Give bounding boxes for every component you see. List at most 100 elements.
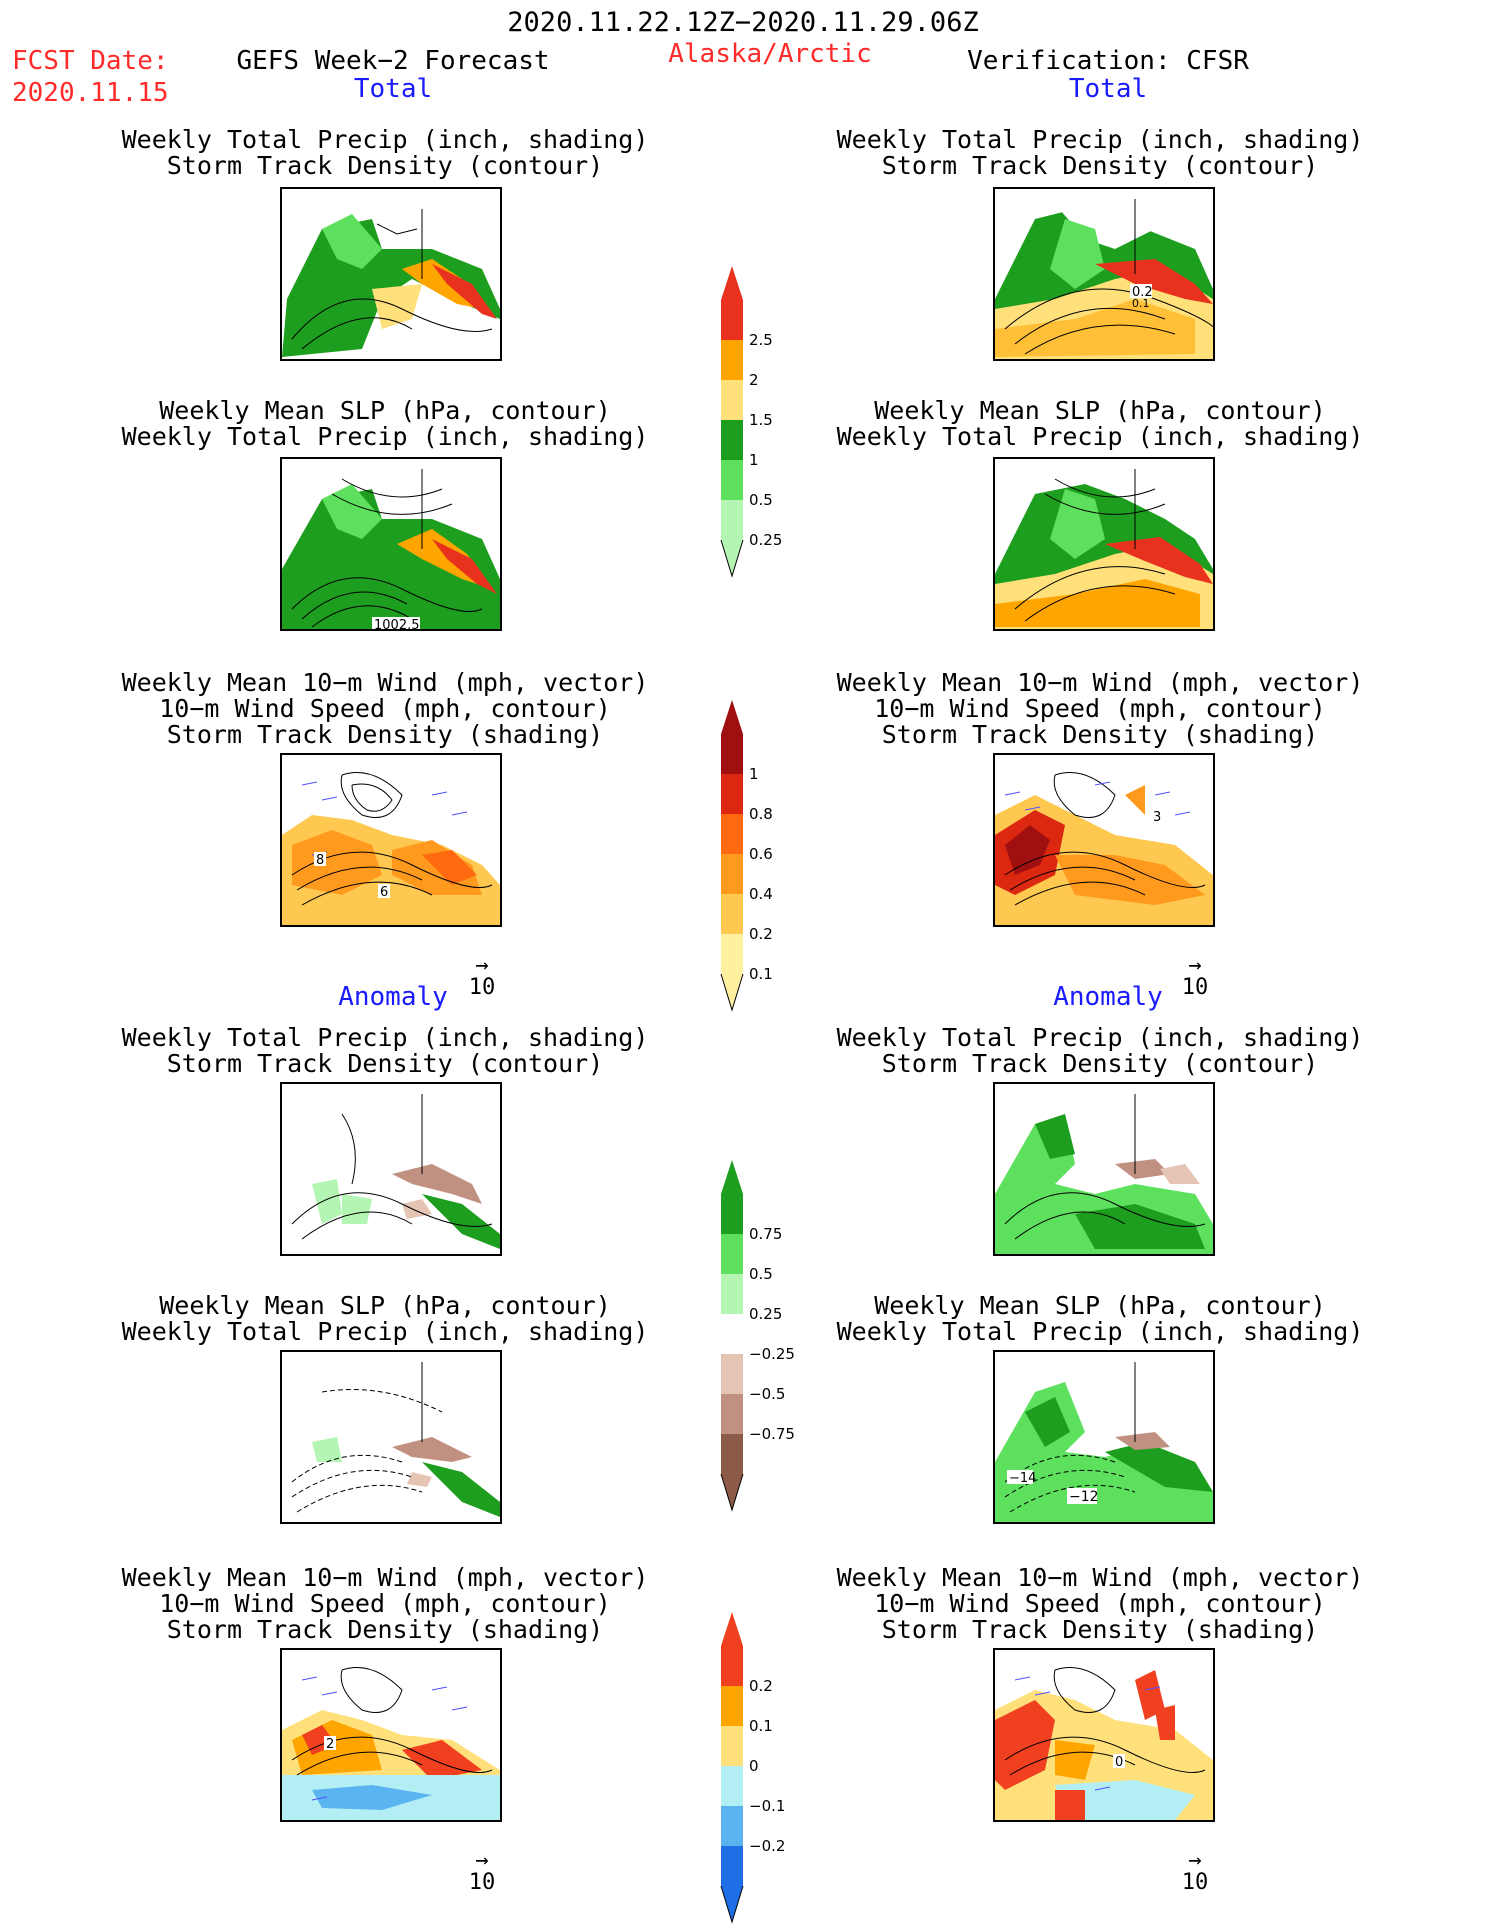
- map-left-total-slp: 1002.5: [280, 457, 502, 631]
- title-right-total-precip: Weekly Total Precip (inch, shading) Storm…: [836, 125, 1364, 180]
- title-right-total-slp: Weekly Mean SLP (hPa, contour) Weekly Tot…: [836, 396, 1364, 451]
- colorbar-tick-label: 0.1: [749, 965, 773, 983]
- map-left-total-precip: [280, 187, 502, 361]
- map-label: 2: [326, 1737, 334, 1752]
- colorbar-tick-label: 0.2: [749, 1677, 773, 1695]
- colorbar-segment: [721, 1646, 743, 1686]
- map-label: 8: [316, 853, 324, 868]
- map-label: 1002.5: [374, 618, 420, 629]
- colorbar-segment: [721, 1434, 743, 1474]
- colorbar-segment: [721, 1354, 743, 1394]
- colorbar-bottom-arrow: [720, 1473, 744, 1512]
- colorbar-tick-label: 0.5: [749, 491, 773, 509]
- colorbar-segment: [721, 894, 743, 934]
- colorbar-segment: [721, 380, 743, 420]
- colorbar-precip-anom: 0.75 0.5 0.25 −0.25 −0.5 −0.75: [719, 1160, 839, 1512]
- colorbar-segment: [721, 854, 743, 894]
- fcst-date-value: 2020.11.15: [12, 78, 169, 108]
- colorbar-segment: [721, 300, 743, 340]
- colorbar-segment: [721, 774, 743, 814]
- section-total-left: Total: [353, 74, 433, 104]
- map-label: 6: [380, 885, 388, 900]
- colorbar-tick-label: 0.25: [749, 531, 783, 549]
- colorbar-segment: [721, 934, 743, 974]
- map-label: −14: [1009, 1471, 1036, 1486]
- colorbar-tick-label: 0.4: [749, 885, 773, 903]
- section-anomaly-left: Anomaly: [338, 982, 448, 1012]
- map-right-total-wind: 3: [993, 753, 1215, 927]
- colorbar-tick-label: 1: [749, 451, 759, 469]
- colorbar-tick-label: −0.75: [749, 1425, 795, 1443]
- title-left-total-precip: Weekly Total Precip (inch, shading) Storm…: [121, 125, 649, 180]
- colorbar-segment: [721, 1726, 743, 1766]
- colorbar-tick-label: 2.5: [749, 331, 773, 349]
- map-right-anom-precip: [993, 1082, 1215, 1256]
- title-right-anom-slp: Weekly Mean SLP (hPa, contour) Weekly Tot…: [836, 1291, 1364, 1346]
- colorbar-segment: [721, 814, 743, 854]
- title-left-anom-wind: Weekly Mean 10−m Wind (mph, vector) 10−m …: [121, 1563, 649, 1644]
- colorbar-segment: [721, 1274, 743, 1314]
- colorbar-tick-label: 0: [749, 1757, 759, 1775]
- colorbar-tick-label: 0.2: [749, 925, 773, 943]
- map-label: 0: [1115, 1755, 1123, 1770]
- colorbar-segment: [721, 1766, 743, 1806]
- colorbar-top-arrow: [721, 700, 743, 734]
- vector-ref-left-anom: → 10: [468, 1848, 496, 1895]
- colorbar-segment: [721, 420, 743, 460]
- colorbar-top-arrow: [721, 1612, 743, 1646]
- colorbar-segment: [721, 1394, 743, 1434]
- colorbar-tick-label: 0.6: [749, 845, 773, 863]
- map-left-anom-precip: [280, 1082, 502, 1256]
- title-right-anom-precip: Weekly Total Precip (inch, shading) Storm…: [836, 1023, 1364, 1078]
- map-left-anom-slp: [280, 1350, 502, 1524]
- vector-ref-left-total: → 10: [468, 953, 496, 1000]
- colorbar-tick-label: 0.1: [749, 1717, 773, 1735]
- title-left-anom-precip: Weekly Total Precip (inch, shading) Storm…: [121, 1023, 649, 1078]
- vector-ref-right-anom: → 10: [1181, 1848, 1209, 1895]
- map-right-total-slp: [993, 457, 1215, 631]
- colorbar-segment: [721, 734, 743, 774]
- colorbar-bottom-arrow: [720, 973, 744, 1012]
- map-left-total-wind: 8 6: [280, 753, 502, 927]
- colorbar-top-arrow: [721, 1160, 743, 1194]
- colorbar-tick-label: −0.25: [749, 1345, 795, 1363]
- title-left-total-slp: Weekly Mean SLP (hPa, contour) Weekly Tot…: [121, 396, 649, 451]
- colorbar-segment: [721, 500, 743, 540]
- colorbar-tick-label: 2: [749, 371, 759, 389]
- colorbar-segment: [721, 1686, 743, 1726]
- verification-title: Verification: CFSR: [967, 46, 1249, 76]
- map-right-anom-wind: 0: [993, 1648, 1215, 1822]
- colorbar-segment: [721, 460, 743, 500]
- section-total-right: Total: [1068, 74, 1148, 104]
- map-left-anom-wind: 2: [280, 1648, 502, 1822]
- colorbar-track-anom: 0.2 0.1 0 −0.1 −0.2: [719, 1612, 839, 1924]
- colorbar-tick-label: 0.5: [749, 1265, 773, 1283]
- colorbar-segment: [721, 1314, 743, 1354]
- colorbar-tick-label: 0.25: [749, 1305, 783, 1323]
- colorbar-tick-label: 0.75: [749, 1225, 783, 1243]
- map-label: −12: [1069, 1489, 1099, 1505]
- colorbar-tick-label: 1: [749, 765, 759, 783]
- colorbar-segment: [721, 1846, 743, 1886]
- fcst-date-label: FCST Date:: [12, 46, 169, 76]
- map-label: 0.1: [1132, 297, 1150, 310]
- title-right-total-wind: Weekly Mean 10−m Wind (mph, vector) 10−m …: [836, 668, 1364, 749]
- colorbar-segment: [721, 340, 743, 380]
- period-title: 2020.11.22.12Z−2020.11.29.06Z: [507, 7, 979, 38]
- region-title: Alaska/Arctic: [668, 39, 872, 69]
- colorbar-precip-total: 2.5 2 1.5 1 0.5 0.25: [719, 266, 839, 578]
- title-left-anom-slp: Weekly Mean SLP (hPa, contour) Weekly Tot…: [121, 1291, 649, 1346]
- colorbar-bottom-arrow: [720, 1885, 744, 1924]
- colorbar-tick-label: −0.5: [749, 1385, 786, 1403]
- colorbar-segment: [721, 1234, 743, 1274]
- colorbar-top-arrow: [721, 266, 743, 300]
- vector-ref-right-total: → 10: [1181, 953, 1209, 1000]
- model-title: GEFS Week−2 Forecast: [236, 46, 550, 76]
- map-label: 0.2: [1132, 285, 1153, 300]
- colorbar-tick-label: −0.2: [749, 1837, 786, 1855]
- title-left-total-wind: Weekly Mean 10−m Wind (mph, vector) 10−m …: [121, 668, 649, 749]
- colorbar-tick-label: 1.5: [749, 411, 773, 429]
- colorbar-segment: [721, 1194, 743, 1234]
- colorbar-tick-label: 0.8: [749, 805, 773, 823]
- colorbar-tick-label: −0.1: [749, 1797, 786, 1815]
